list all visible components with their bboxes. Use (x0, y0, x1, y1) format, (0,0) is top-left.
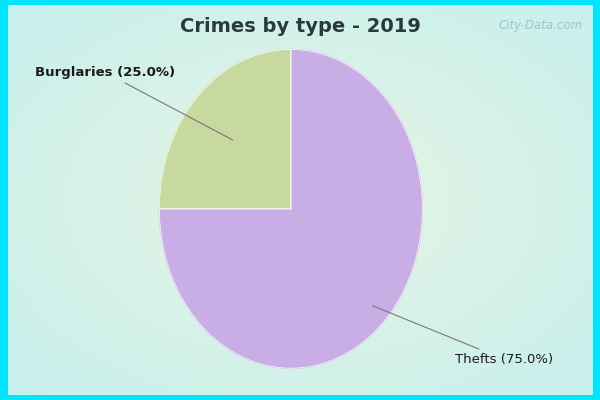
Polygon shape (160, 50, 422, 368)
Text: Crimes by type - 2019: Crimes by type - 2019 (179, 16, 421, 36)
Text: Thefts (75.0%): Thefts (75.0%) (373, 306, 553, 366)
Text: City-Data.com: City-Data.com (499, 19, 583, 32)
Text: Burglaries (25.0%): Burglaries (25.0%) (35, 66, 233, 140)
Polygon shape (160, 50, 291, 209)
